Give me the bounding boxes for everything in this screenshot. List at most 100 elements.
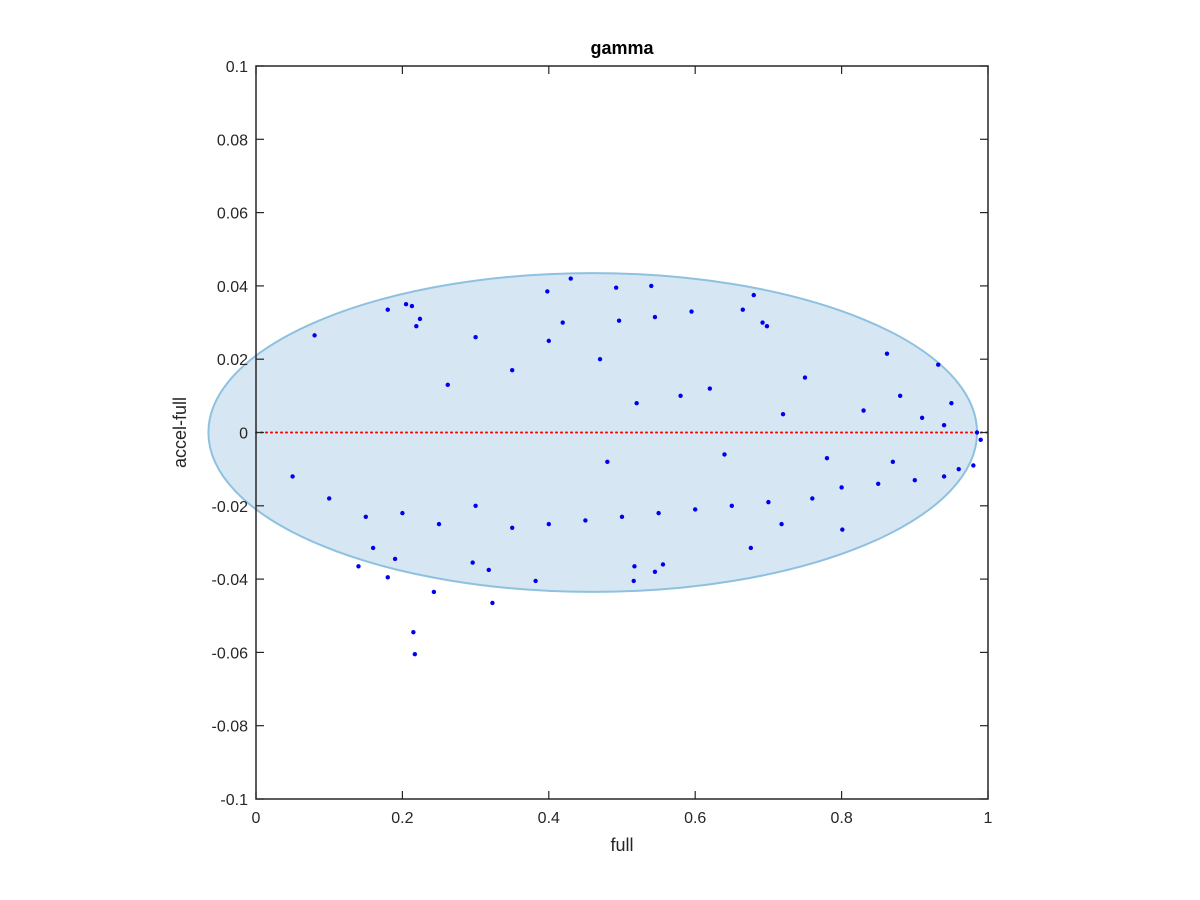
data-point bbox=[560, 320, 565, 325]
data-point bbox=[678, 393, 683, 399]
data-point bbox=[392, 556, 398, 562]
data-point bbox=[436, 521, 442, 527]
data-point bbox=[884, 351, 890, 356]
data-point bbox=[385, 307, 390, 312]
y-tick-label: -0.08 bbox=[212, 719, 249, 736]
data-point bbox=[949, 400, 954, 406]
data-point bbox=[632, 564, 637, 569]
data-point bbox=[802, 375, 808, 380]
data-point bbox=[660, 562, 666, 567]
data-point bbox=[490, 600, 495, 606]
x-tick-label: 1 bbox=[984, 810, 993, 827]
data-point bbox=[766, 499, 771, 505]
plot-area: 0 0.2 0.4 0.6 0.8 1 -0.1 -0.08 -0.06 -0.04 -0.02 0 0… bbox=[207, 59, 993, 827]
data-point bbox=[722, 452, 727, 457]
data-point bbox=[616, 318, 622, 323]
x-axis-label: full bbox=[610, 835, 633, 855]
data-point bbox=[510, 525, 515, 530]
x-tick-label: 0.2 bbox=[391, 810, 413, 827]
data-point bbox=[370, 545, 376, 551]
data-point bbox=[941, 422, 947, 428]
data-point bbox=[409, 303, 415, 309]
data-point bbox=[473, 335, 478, 340]
axis-ticks: 0 0.2 0.4 0.6 0.8 1 -0.1 -0.08 -0.06 -0.04 -0.02 0 0… bbox=[212, 59, 993, 827]
data-point bbox=[356, 564, 361, 569]
data-point bbox=[546, 338, 551, 344]
data-point bbox=[652, 569, 658, 574]
data-point bbox=[533, 578, 538, 584]
data-point bbox=[403, 302, 409, 307]
data-point bbox=[729, 503, 734, 508]
data-point bbox=[583, 518, 588, 523]
x-tick-label: 0 bbox=[252, 810, 261, 827]
data-point bbox=[919, 415, 925, 421]
data-point bbox=[431, 589, 437, 595]
data-point bbox=[748, 545, 754, 551]
data-point bbox=[412, 652, 418, 657]
data-point bbox=[597, 357, 603, 362]
data-point bbox=[978, 437, 983, 443]
data-point bbox=[385, 575, 390, 580]
data-point bbox=[400, 510, 405, 516]
data-point bbox=[974, 430, 980, 435]
y-tick-label: 0.02 bbox=[217, 352, 248, 369]
data-point bbox=[417, 316, 423, 322]
data-point bbox=[568, 276, 573, 281]
data-point bbox=[656, 510, 661, 516]
data-point bbox=[839, 485, 844, 490]
x-tick-label: 0.4 bbox=[538, 810, 560, 827]
data-point bbox=[613, 285, 619, 290]
x-tick-label: 0.6 bbox=[684, 810, 706, 827]
data-point bbox=[779, 521, 784, 527]
data-point bbox=[689, 309, 694, 314]
data-point bbox=[411, 630, 416, 635]
y-tick-label: 0.04 bbox=[217, 279, 248, 296]
y-axis-label: accel-full bbox=[170, 397, 190, 468]
data-point bbox=[470, 560, 475, 565]
data-point bbox=[605, 459, 610, 465]
data-point bbox=[780, 411, 786, 417]
data-point bbox=[840, 527, 845, 532]
data-point bbox=[876, 481, 881, 487]
data-point bbox=[751, 292, 756, 298]
data-point bbox=[740, 307, 745, 312]
data-point bbox=[445, 382, 450, 388]
y-tick-label: -0.06 bbox=[212, 645, 249, 662]
data-point bbox=[760, 320, 765, 325]
data-point bbox=[941, 474, 947, 479]
data-point bbox=[652, 314, 658, 320]
data-point bbox=[971, 463, 976, 468]
y-tick-label: 0 bbox=[239, 426, 248, 443]
data-point bbox=[956, 466, 961, 472]
data-point bbox=[936, 362, 941, 367]
data-point bbox=[312, 333, 317, 338]
data-point bbox=[414, 324, 419, 329]
y-tick-label: -0.02 bbox=[212, 499, 249, 516]
data-point bbox=[486, 567, 491, 573]
data-point bbox=[473, 503, 478, 508]
y-tick-label: -0.1 bbox=[220, 792, 248, 809]
data-point bbox=[810, 496, 815, 501]
data-point bbox=[631, 578, 636, 584]
data-point bbox=[707, 386, 713, 391]
data-point bbox=[327, 496, 332, 501]
data-points bbox=[290, 276, 983, 657]
data-point bbox=[546, 521, 551, 527]
y-tick-label: 0.1 bbox=[226, 59, 248, 76]
x-tick-label: 0.8 bbox=[830, 810, 852, 827]
data-point bbox=[545, 289, 550, 294]
y-tick-label: 0.06 bbox=[217, 206, 248, 223]
data-point bbox=[764, 324, 770, 329]
data-point bbox=[861, 408, 866, 413]
chart-title: gamma bbox=[590, 38, 654, 58]
data-point bbox=[634, 400, 639, 406]
data-point bbox=[619, 514, 625, 519]
data-point bbox=[510, 367, 515, 373]
data-point bbox=[693, 507, 698, 512]
y-tick-label: -0.04 bbox=[212, 572, 249, 589]
data-point bbox=[290, 474, 295, 479]
data-point bbox=[897, 393, 903, 399]
data-point bbox=[824, 455, 830, 461]
data-point bbox=[912, 477, 917, 483]
